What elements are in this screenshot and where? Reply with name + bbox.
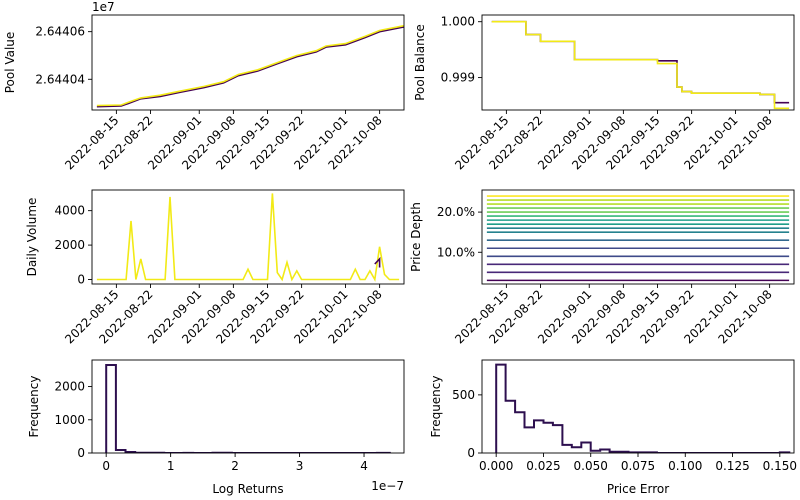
series-line-1 [491, 20, 790, 110]
axes-frame [481, 359, 795, 454]
subplot-pool-balance: 2022-08-152022-08-222022-09-012022-09-08… [413, 14, 795, 172]
x-offset-text: 1e−7 [371, 479, 404, 493]
y-tick-label: 4000 [54, 204, 85, 218]
x-tick-label: 0 [102, 459, 110, 473]
y-tick-label: 2000 [54, 380, 85, 394]
y-tick-label: 10.0% [437, 245, 475, 259]
axes-frame [481, 189, 795, 285]
histogram-step [495, 363, 791, 453]
y-axis-label: Frequency [429, 376, 443, 438]
y-tick-label: 2000 [54, 238, 85, 252]
x-axis-label: Price Error [607, 482, 669, 496]
series-line-0 [96, 26, 404, 108]
y-axis-label: Price Depth [409, 202, 423, 272]
y-axis-label: Pool Value [3, 32, 17, 94]
y-tick-label: 500 [452, 388, 475, 402]
x-tick-label: 0.025 [526, 459, 560, 473]
histogram-step [105, 364, 391, 453]
plot-area [96, 24, 404, 108]
subplot-price-depth: 2022-08-152022-08-222022-09-012022-09-08… [409, 189, 795, 346]
x-tick-label: 0.050 [574, 459, 608, 473]
plot-area [96, 193, 400, 282]
x-tick-label: 0.150 [763, 459, 797, 473]
series-line-0 [96, 193, 400, 282]
y-axis-label: Pool Balance [413, 24, 427, 101]
axes-frame [91, 14, 405, 111]
x-tick-label: 2 [231, 459, 239, 473]
axes-frame [481, 14, 795, 111]
x-tick-label: 0.000 [479, 459, 513, 473]
subplot-pool-value: 2022-08-152022-08-222022-09-012022-09-08… [3, 0, 405, 172]
plot-area [105, 364, 391, 453]
y-tick-label: 1000 [54, 413, 85, 427]
y-tick-label: 0.999 [441, 71, 475, 85]
x-tick-label: 3 [296, 459, 304, 473]
x-tick-label: 4 [360, 459, 368, 473]
axes-frame [91, 359, 405, 454]
y-tick-label: 0 [77, 446, 85, 460]
y-offset-text: 1e7 [92, 0, 115, 14]
y-tick-label: 1.000 [441, 15, 475, 29]
plot-area [495, 363, 791, 453]
x-tick-label: 0.100 [668, 459, 702, 473]
subplot-daily-volume: 2022-08-152022-08-222022-09-012022-09-08… [25, 189, 405, 346]
y-axis-label: Frequency [27, 376, 41, 438]
x-tick-label: 0.075 [621, 459, 655, 473]
series-line-1 [96, 24, 404, 107]
y-tick-label: 0 [77, 273, 85, 287]
y-axis-label: Daily Volume [25, 198, 39, 277]
plot-area [486, 195, 790, 282]
x-axis-label: Log Returns [212, 482, 283, 496]
x-tick-label: 0.125 [715, 459, 749, 473]
y-tick-label: 20.0% [437, 205, 475, 219]
axes-frame [91, 189, 405, 285]
y-tick-label: 2.64404 [35, 72, 85, 86]
subplot-log-returns-hist: 0 1 2 3 4 0 1000 2000 Frequency Log Returns 1e−7 [27, 359, 405, 496]
series-line-1 [374, 256, 381, 268]
subplot-price-error-hist: 0.000 0.025 0.050 0.075 0.100 0.125 0.150 0 500 F… [429, 359, 797, 496]
plot-area [491, 20, 790, 110]
y-tick-label: 0 [467, 446, 475, 460]
y-tick-label: 2.64406 [35, 25, 85, 39]
x-tick-label: 1 [167, 459, 175, 473]
